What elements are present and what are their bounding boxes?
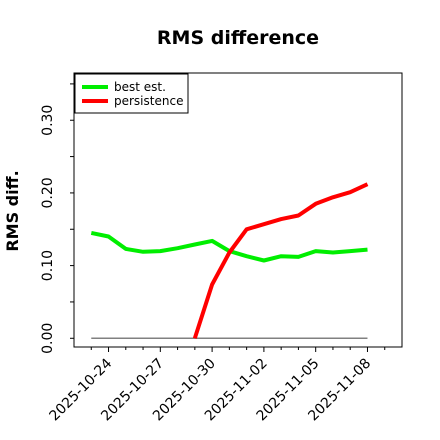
y-axis: 0.00 0.10 0.20 0.30 xyxy=(40,83,74,354)
chart-title: RMS difference xyxy=(157,27,319,49)
legend-box xyxy=(74,73,189,114)
x-axis: 2025-10-242025-10-272025-10-302025-11-02… xyxy=(47,347,386,424)
plot-frame xyxy=(73,72,403,348)
y-axis-label: RMS diff. xyxy=(3,170,22,251)
legend-label-persistence: persistence xyxy=(114,94,183,108)
y-tick-label: 0.30 xyxy=(40,105,56,136)
y-tick-label: 0.20 xyxy=(40,177,56,208)
series-layer xyxy=(90,182,369,339)
legend-label-best-est: best est. xyxy=(114,80,166,94)
series-line-persistence xyxy=(192,182,369,339)
legend: best est. persistence xyxy=(74,73,189,114)
y-tick-label: 0.10 xyxy=(40,250,56,281)
y-tick-label: 0.00 xyxy=(40,323,56,354)
